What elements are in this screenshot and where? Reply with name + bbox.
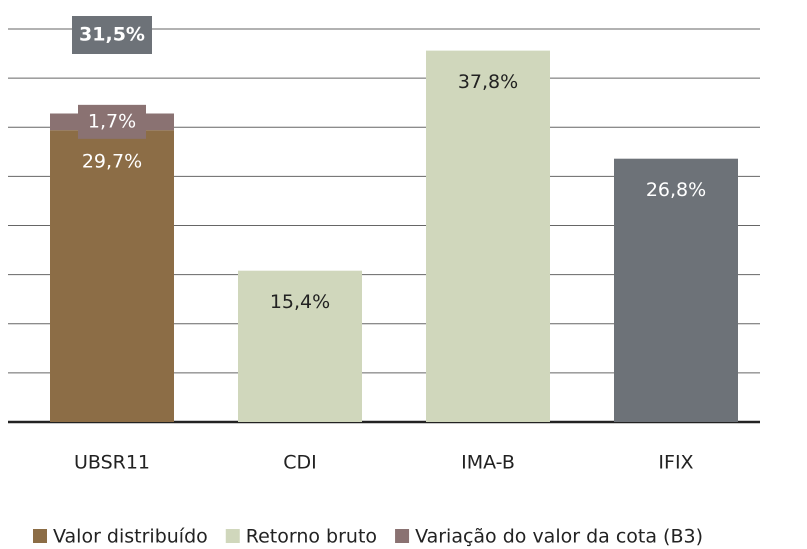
bar [50,130,174,422]
legend-swatch [33,529,47,543]
value-label: 1,7% [88,110,136,132]
value-label: 37,8% [458,71,518,93]
total-label: 31,5% [79,24,145,46]
x-tick-label: IFIX [658,452,693,474]
x-tick-label: IMA-B [461,452,515,474]
legend-swatch [395,529,410,543]
legend-label: Valor distribuído [53,526,208,548]
legend-swatch [225,529,240,543]
value-label: 26,8% [646,179,706,201]
legend-label: Retorno bruto [246,526,377,548]
label-bg [78,104,146,139]
bar [614,158,738,422]
bar [426,50,550,423]
x-tick-label: UBSR11 [74,452,150,474]
x-tick-label: CDI [283,452,317,474]
bar [238,270,362,422]
legend-label: Variação do valor da cota (B3) [415,526,703,548]
value-label: 29,7% [82,151,142,173]
total-box [72,16,152,54]
value-label: 15,4% [270,291,330,313]
